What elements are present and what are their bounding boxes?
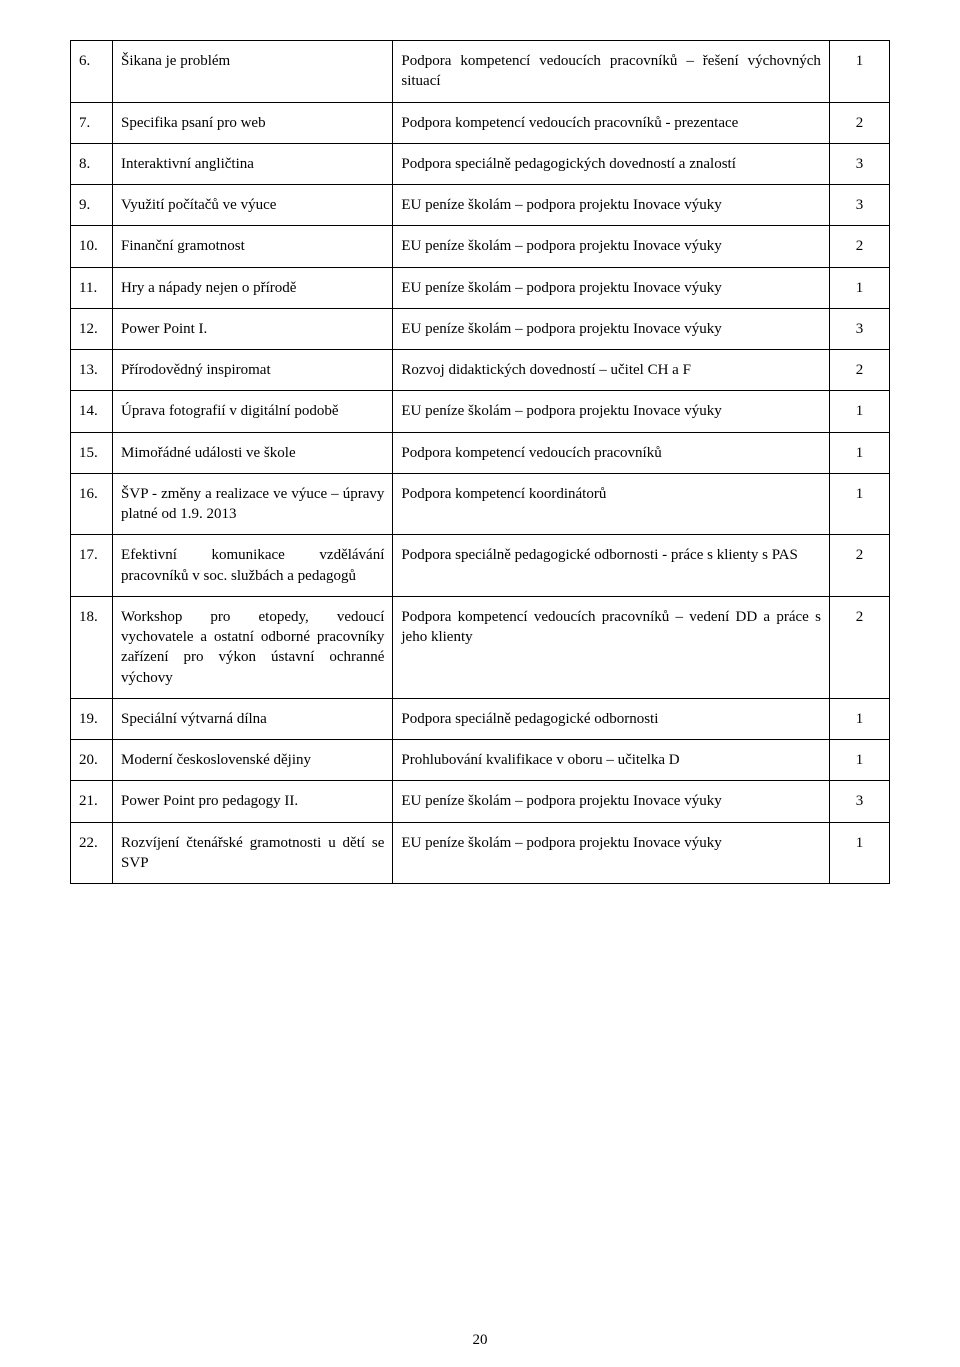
row-count: 3	[829, 308, 889, 349]
row-title: Workshop pro etopedy, vedoucí vychovatel…	[113, 596, 393, 698]
row-number: 19.	[71, 698, 113, 739]
table-row: 9.Využití počítačů ve výuceEU peníze ško…	[71, 185, 890, 226]
table-row: 19.Speciální výtvarná dílnaPodpora speci…	[71, 698, 890, 739]
row-number: 8.	[71, 143, 113, 184]
row-count: 1	[829, 391, 889, 432]
row-title: Přírodovědný inspiromat	[113, 350, 393, 391]
table-row: 17.Efektivní komunikace vzdělávání praco…	[71, 535, 890, 597]
row-description: EU peníze školám – podpora projektu Inov…	[393, 267, 830, 308]
row-count: 2	[829, 102, 889, 143]
row-description: Rozvoj didaktických dovedností – učitel …	[393, 350, 830, 391]
row-description: Podpora speciálně pedagogických dovednos…	[393, 143, 830, 184]
table-row: 18.Workshop pro etopedy, vedoucí vychova…	[71, 596, 890, 698]
row-count: 1	[829, 267, 889, 308]
page-number: 20	[0, 1332, 960, 1349]
row-description: Podpora kompetencí vedoucích pracovníků …	[393, 596, 830, 698]
row-title: Úprava fotografií v digitální podobě	[113, 391, 393, 432]
row-count: 3	[829, 781, 889, 822]
row-title: Hry a nápady nejen o přírodě	[113, 267, 393, 308]
row-description: Podpora speciálně pedagogické odbornosti	[393, 698, 830, 739]
table-row: 12.Power Point I.EU peníze školám – podp…	[71, 308, 890, 349]
row-description: EU peníze školám – podpora projektu Inov…	[393, 391, 830, 432]
row-title: Speciální výtvarná dílna	[113, 698, 393, 739]
row-count: 3	[829, 185, 889, 226]
row-title: Power Point pro pedagogy II.	[113, 781, 393, 822]
table-row: 8.Interaktivní angličtinaPodpora speciál…	[71, 143, 890, 184]
table-row: 16.ŠVP - změny a realizace ve výuce – úp…	[71, 473, 890, 535]
row-count: 2	[829, 596, 889, 698]
row-description: EU peníze školám – podpora projektu Inov…	[393, 308, 830, 349]
row-count: 2	[829, 226, 889, 267]
row-number: 9.	[71, 185, 113, 226]
row-count: 1	[829, 473, 889, 535]
document-page: 6.Šikana je problémPodpora kompetencí ve…	[0, 0, 960, 1367]
row-number: 6.	[71, 41, 113, 103]
row-count: 2	[829, 350, 889, 391]
table-row: 14.Úprava fotografií v digitální podoběE…	[71, 391, 890, 432]
row-count: 1	[829, 432, 889, 473]
table-row: 13.Přírodovědný inspiromatRozvoj didakti…	[71, 350, 890, 391]
row-title: Šikana je problém	[113, 41, 393, 103]
table-row: 6.Šikana je problémPodpora kompetencí ve…	[71, 41, 890, 103]
training-table: 6.Šikana je problémPodpora kompetencí ve…	[70, 40, 890, 884]
row-title: Finanční gramotnost	[113, 226, 393, 267]
row-count: 1	[829, 822, 889, 884]
row-number: 14.	[71, 391, 113, 432]
table-row: 21.Power Point pro pedagogy II.EU peníze…	[71, 781, 890, 822]
row-number: 10.	[71, 226, 113, 267]
row-count: 1	[829, 698, 889, 739]
row-number: 15.	[71, 432, 113, 473]
row-number: 21.	[71, 781, 113, 822]
row-title: Mimořádné události ve škole	[113, 432, 393, 473]
row-description: EU peníze školám – podpora projektu Inov…	[393, 822, 830, 884]
row-description: EU peníze školám – podpora projektu Inov…	[393, 185, 830, 226]
row-description: Prohlubování kvalifikace v oboru – učite…	[393, 740, 830, 781]
row-description: EU peníze školám – podpora projektu Inov…	[393, 226, 830, 267]
table-row: 20.Moderní československé dějinyProhlubo…	[71, 740, 890, 781]
table-row: 10.Finanční gramotnostEU peníze školám –…	[71, 226, 890, 267]
row-count: 2	[829, 535, 889, 597]
row-description: Podpora kompetencí koordinátorů	[393, 473, 830, 535]
row-description: EU peníze školám – podpora projektu Inov…	[393, 781, 830, 822]
row-description: Podpora kompetencí vedoucích pracovníků	[393, 432, 830, 473]
row-title: ŠVP - změny a realizace ve výuce – úprav…	[113, 473, 393, 535]
row-title: Specifika psaní pro web	[113, 102, 393, 143]
row-count: 1	[829, 740, 889, 781]
row-title: Využití počítačů ve výuce	[113, 185, 393, 226]
row-number: 20.	[71, 740, 113, 781]
table-row: 11.Hry a nápady nejen o příroděEU peníze…	[71, 267, 890, 308]
row-title: Interaktivní angličtina	[113, 143, 393, 184]
row-number: 22.	[71, 822, 113, 884]
table-row: 22.Rozvíjení čtenářské gramotnosti u dět…	[71, 822, 890, 884]
table-body: 6.Šikana je problémPodpora kompetencí ve…	[71, 41, 890, 884]
row-number: 7.	[71, 102, 113, 143]
row-description: Podpora speciálně pedagogické odbornosti…	[393, 535, 830, 597]
row-description: Podpora kompetencí vedoucích pracovníků …	[393, 102, 830, 143]
row-title: Moderní československé dějiny	[113, 740, 393, 781]
row-number: 16.	[71, 473, 113, 535]
row-number: 18.	[71, 596, 113, 698]
row-number: 12.	[71, 308, 113, 349]
row-count: 1	[829, 41, 889, 103]
row-title: Rozvíjení čtenářské gramotnosti u dětí s…	[113, 822, 393, 884]
row-number: 13.	[71, 350, 113, 391]
row-title: Power Point I.	[113, 308, 393, 349]
row-count: 3	[829, 143, 889, 184]
row-title: Efektivní komunikace vzdělávání pracovní…	[113, 535, 393, 597]
table-row: 15.Mimořádné události ve školePodpora ko…	[71, 432, 890, 473]
table-row: 7.Specifika psaní pro webPodpora kompete…	[71, 102, 890, 143]
row-number: 17.	[71, 535, 113, 597]
row-description: Podpora kompetencí vedoucích pracovníků …	[393, 41, 830, 103]
row-number: 11.	[71, 267, 113, 308]
